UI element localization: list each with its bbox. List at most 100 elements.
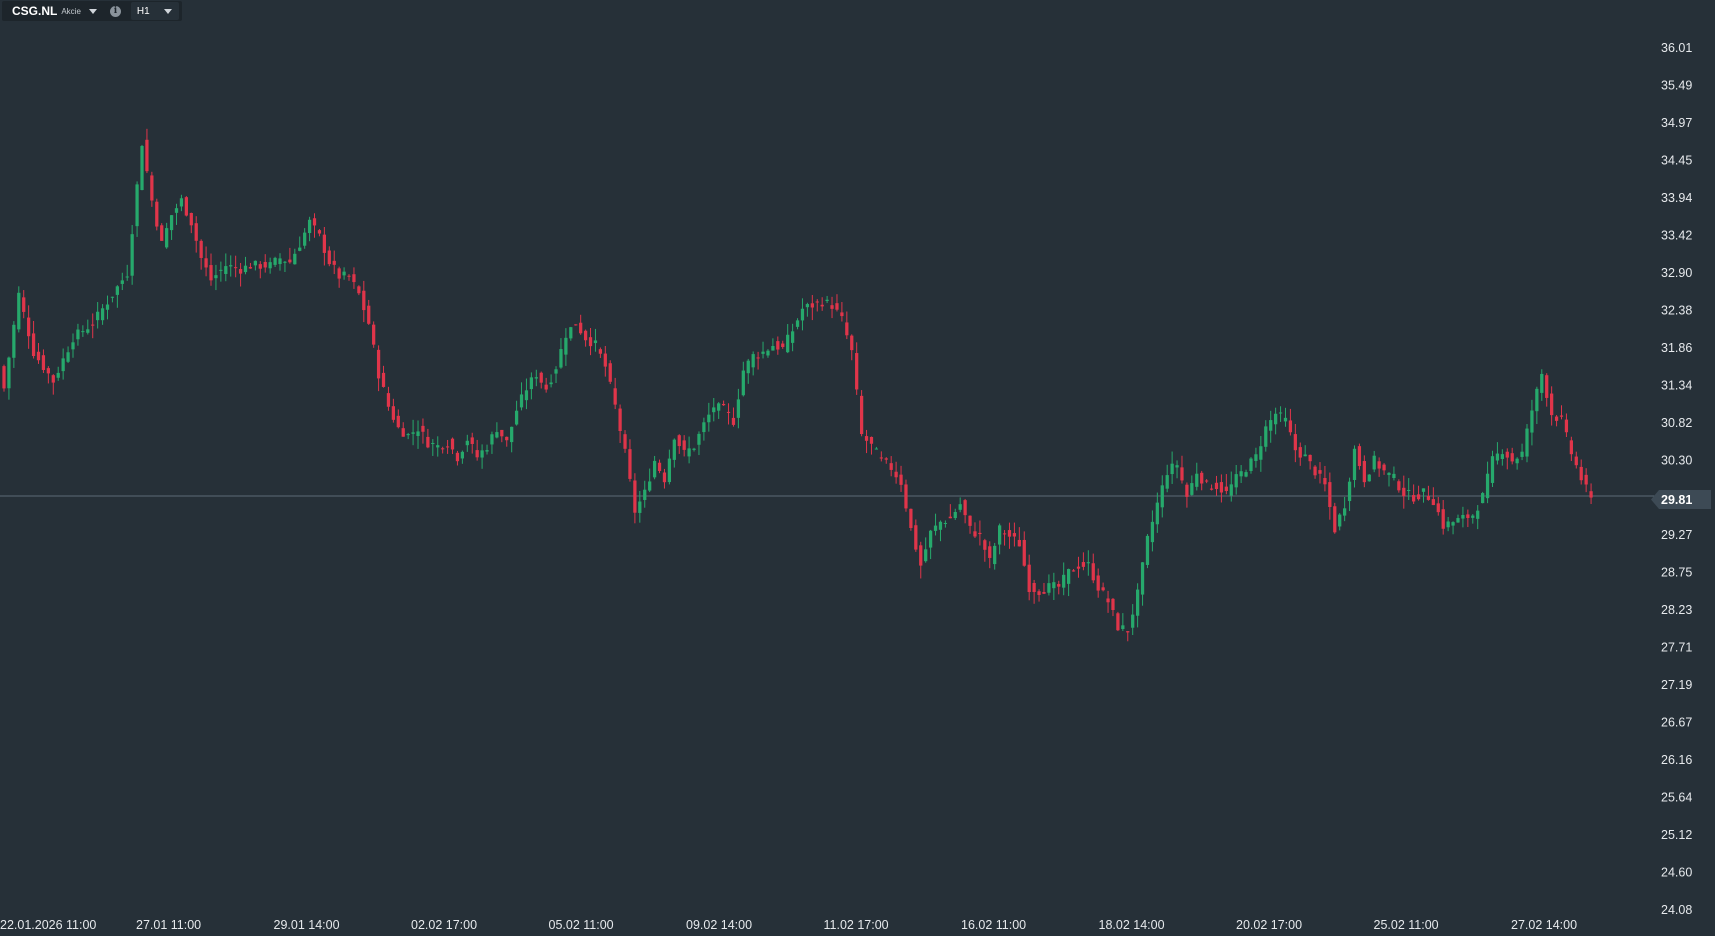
y-tick-label: 27.71 [1661, 641, 1692, 655]
candle-body [253, 260, 257, 266]
x-tick-label: 20.02 17:00 [1236, 918, 1302, 932]
candle-body [500, 429, 504, 437]
y-tick-label: 35.49 [1661, 78, 1692, 92]
candle-body [421, 425, 425, 432]
candle-body [677, 435, 681, 447]
candle-body [598, 349, 603, 354]
candle-body [1249, 458, 1253, 472]
candle-body [588, 337, 593, 347]
y-tick-label: 34.45 [1661, 153, 1692, 167]
candle-body [229, 265, 233, 267]
candle-body [721, 403, 726, 406]
candle-body [1057, 584, 1061, 587]
symbol-label[interactable]: CSG.NL [12, 4, 58, 18]
candle-body [973, 531, 977, 537]
candle-body [110, 296, 115, 298]
candle-body [1343, 508, 1347, 516]
candle-body [1229, 484, 1233, 496]
candle-body [1081, 562, 1086, 567]
candle-body [1382, 464, 1386, 471]
candle-body [1165, 475, 1169, 489]
candle-body [781, 343, 785, 347]
candle-body [1140, 562, 1145, 595]
candle-body [1535, 388, 1539, 412]
candle-body [1407, 489, 1411, 491]
candle-body [1387, 472, 1391, 476]
candle-body [1116, 613, 1120, 631]
candle-body [761, 351, 765, 354]
candle-body [91, 324, 95, 326]
candle-body [1007, 530, 1012, 537]
candle-body [1145, 535, 1150, 565]
candle-body [1274, 413, 1278, 425]
candle-body [549, 382, 553, 385]
candle-body [495, 432, 499, 438]
candle-body [564, 337, 568, 355]
x-tick-label: 25.02 11:00 [1374, 918, 1439, 932]
candle-body [800, 308, 805, 321]
timeframe-select[interactable]: H1 [130, 2, 179, 20]
candle-body [1234, 474, 1238, 488]
candle-body [1333, 506, 1337, 533]
candle-body [726, 411, 731, 413]
candle-body [1579, 466, 1583, 481]
x-tick-label: 11.02 17:00 [824, 918, 889, 932]
symbol-dropdown-chevron-icon[interactable] [88, 8, 97, 14]
info-icon[interactable]: i [109, 5, 121, 17]
candle-body [904, 484, 908, 509]
candle-body [1244, 472, 1248, 477]
candle-body [288, 259, 292, 263]
candle-body [7, 357, 11, 389]
candle-body [160, 225, 164, 241]
candle-body [874, 448, 879, 450]
candles-layer [0, 128, 1655, 642]
candle-body [179, 198, 184, 207]
candle-body [840, 312, 844, 317]
candle-body [1520, 451, 1524, 457]
candle-body [283, 261, 287, 263]
candle-body [534, 377, 538, 379]
candle-body [746, 360, 750, 374]
price-axis: 36.01 35.49 34.97 34.45 33.94 33.42 32.90 32.38… [1661, 41, 1692, 917]
candle-body [475, 450, 479, 458]
candle-body [1323, 478, 1327, 485]
candle-body [1490, 456, 1495, 483]
candle-body [1481, 493, 1485, 504]
candle-body [1135, 589, 1140, 616]
candle-body [1190, 483, 1194, 495]
candle-body [1303, 454, 1307, 457]
candle-body [869, 436, 874, 444]
candle-body [510, 426, 514, 443]
y-tick-label: 28.75 [1661, 566, 1692, 580]
time-axis: 22.01.2026 11:00 27.01 11:00 29.01 14:00 02… [0, 918, 1577, 932]
y-tick-label: 31.34 [1661, 378, 1692, 392]
candle-body [61, 358, 65, 372]
candle-body [1219, 482, 1224, 493]
candle-body [805, 304, 810, 308]
candle-body [155, 201, 159, 227]
candle-body [1091, 563, 1095, 581]
candle-body [1372, 455, 1376, 470]
candle-body [184, 197, 188, 216]
candle-body [1185, 484, 1189, 497]
x-tick-label: 22.01.2026 11:00 [0, 918, 96, 932]
candle-body [963, 500, 967, 516]
candle-body [1564, 419, 1569, 433]
current-price-tag: 29.81 [1651, 490, 1711, 509]
candle-body [120, 280, 124, 284]
candle-body [933, 525, 938, 531]
candle-body [1032, 583, 1036, 592]
timeframe-chevron-down-icon[interactable] [163, 8, 172, 14]
candle-body [1062, 574, 1066, 588]
candle-body [544, 384, 548, 390]
candle-body [554, 369, 558, 374]
y-tick-label: 31.86 [1661, 341, 1692, 355]
candle-body [667, 458, 672, 483]
candle-body [1214, 482, 1219, 490]
candle-body [697, 433, 701, 445]
candle-body [1412, 495, 1416, 502]
timeframe-label: H1 [136, 5, 150, 17]
candle-body [391, 406, 396, 420]
candle-body [238, 269, 243, 274]
